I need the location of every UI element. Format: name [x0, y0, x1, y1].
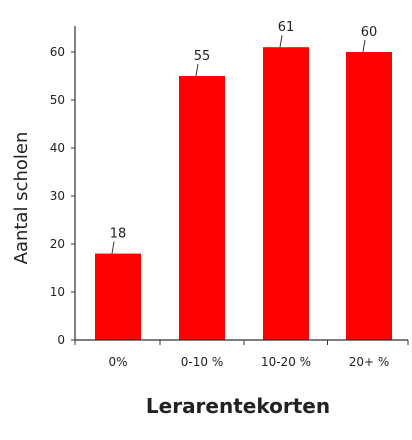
y-axis-title: Aantal scholen — [11, 132, 32, 265]
y-tick-label-30: 30 — [50, 189, 65, 203]
y-tick-label-10: 10 — [50, 285, 65, 299]
x-axis-title: Lerarentekorten — [146, 394, 330, 418]
y-tick-label-20: 20 — [50, 237, 65, 251]
data-label-leader-3 — [279, 35, 283, 48]
bar-4 — [346, 52, 392, 340]
data-label-3: 61 — [278, 20, 295, 35]
data-label-1: 18 — [110, 227, 127, 242]
bars-layer — [95, 47, 392, 340]
y-tick-label-50: 50 — [50, 93, 65, 107]
y-tick-label-60: 60 — [50, 45, 65, 59]
data-label-4: 60 — [361, 25, 378, 40]
data-label-leader-2 — [195, 63, 199, 77]
y-tick-label-0: 0 — [57, 333, 65, 347]
x-tick-label-3: 10-20 % — [261, 355, 311, 369]
x-tick-label-1: 0% — [108, 355, 127, 369]
x-tick-label-2: 0-10 % — [181, 355, 223, 369]
data-label-leader-4 — [362, 39, 366, 53]
bar-3 — [263, 47, 309, 340]
data-labels-layer: 18 55 61 60 — [110, 20, 378, 254]
y-tick-label-40: 40 — [50, 141, 65, 155]
bar-2 — [179, 76, 225, 340]
axes-layer: 0 10 20 30 40 50 60 0% 0-10 % 10-20 % 20+ % — [50, 26, 409, 369]
data-label-2: 55 — [194, 49, 211, 64]
x-tick-label-4: 20+ % — [349, 355, 390, 369]
bar-1 — [95, 253, 141, 340]
data-label-leader-1 — [111, 241, 115, 254]
